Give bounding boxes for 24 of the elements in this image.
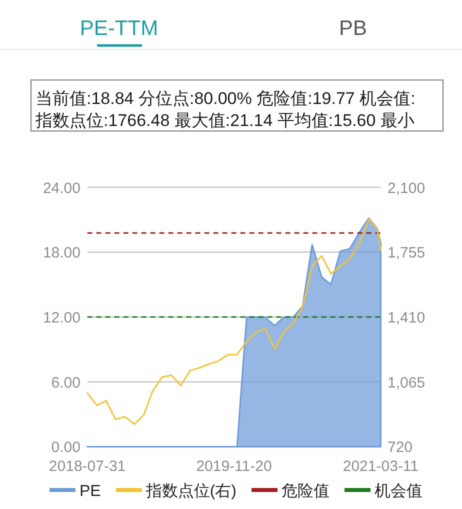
legend-label: 危险值 [282, 482, 330, 500]
y-tick-label: 18.00 [42, 244, 80, 262]
y2-tick-label: 1,065 [388, 374, 426, 392]
y2-tick-label: 2,100 [388, 180, 426, 197]
x-tick-label: 2018-07-31 [48, 458, 126, 475]
y-tick-label: 0.00 [51, 439, 80, 456]
tabs: PE-TTM PB [0, 17, 462, 50]
y-tick-label: 6.00 [51, 374, 80, 392]
y-tick-label: 12.00 [42, 310, 80, 326]
legend-item: 机会值 [344, 483, 422, 500]
legend-item: PE [50, 483, 101, 500]
chart-title: PE-TTM [80, 17, 158, 40]
legend-label: 指数点位(右) [144, 482, 236, 500]
legend-item: 危险值 [252, 483, 330, 500]
info-box: 当前值:18.84 分位点:80.00% 危险值:19.77 机会值: 指数点位:1766.48 最大值:21.14 平均值:15.60 最小 [30, 79, 444, 132]
y-tick-label: 24.00 [42, 180, 80, 197]
legend-label: 机会值 [374, 482, 422, 500]
legend-item: 指数点位(右) [116, 483, 236, 500]
x-tick-label: 2019-11-20 [196, 458, 272, 475]
y2-tick-label: 1,410 [388, 310, 426, 326]
legend-label: PE [80, 483, 101, 500]
y2-tick-label: 720 [388, 439, 413, 456]
x-tick-label: 2021-03-11 [342, 458, 419, 475]
y2-tick-label: 1,755 [388, 244, 426, 262]
